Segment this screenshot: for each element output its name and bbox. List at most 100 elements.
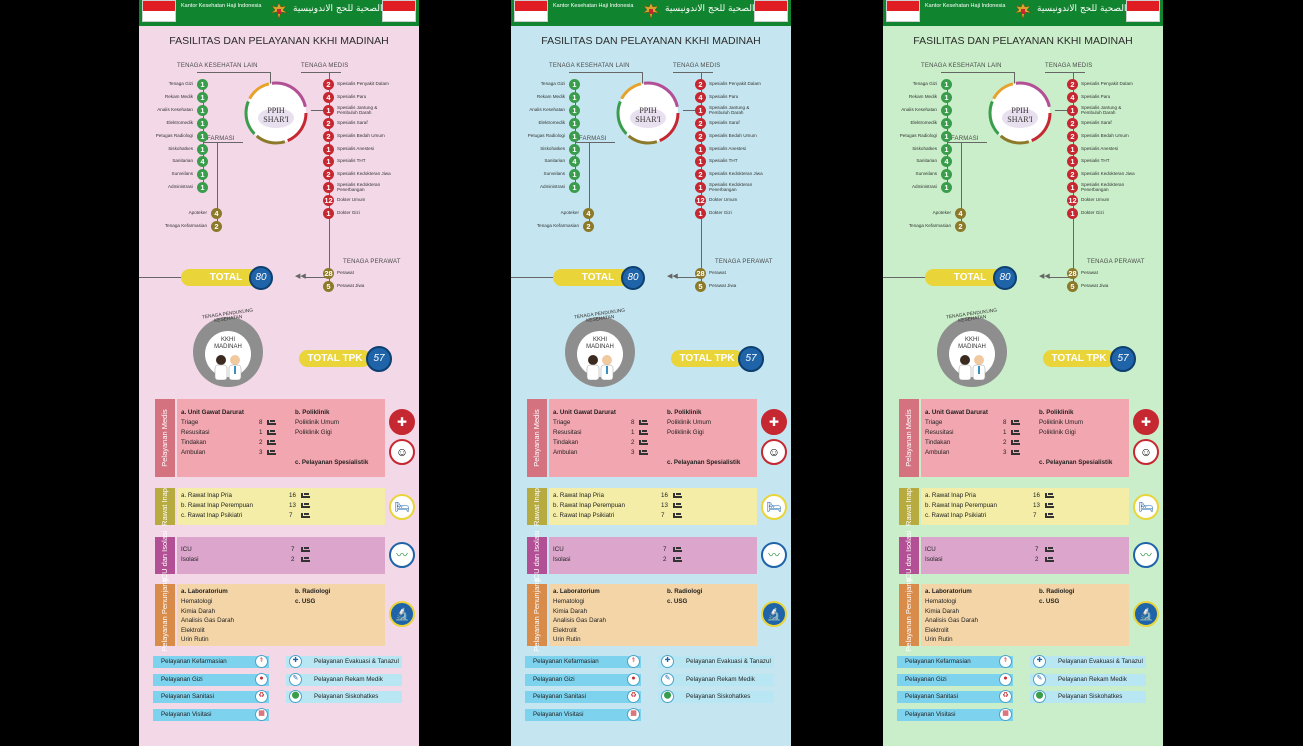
arrow-left-icon: ◀◀ <box>295 273 306 280</box>
service-button[interactable]: Pelayanan Gizi <box>897 673 1013 686</box>
spesialistik-title: c. Pelayanan Spesialistik <box>667 459 741 466</box>
icu-item-label: Isolasi <box>181 556 199 563</box>
staff-row: Apoteker 4 <box>139 208 223 220</box>
service-label: Pelayanan Siskohatkes <box>1058 693 1123 701</box>
first-aid-icon: ✚ <box>389 409 415 435</box>
service-button[interactable]: Pelayanan Siskohatkes <box>286 691 402 704</box>
category-perawat: TENAGA PERAWAT <box>715 259 773 265</box>
poliklinik-title: b. Poliklinik <box>1039 409 1074 416</box>
service-button[interactable]: Pelayanan Evakuasi & Tanazul <box>658 656 774 668</box>
section-icu-body: ICU 7 Isolasi 2 <box>177 537 385 574</box>
staff-count: 1 <box>197 117 208 129</box>
section-penunjang-title: Pelayanan Penunjang <box>904 578 913 652</box>
staff-count: 2 <box>323 117 334 129</box>
lab-item: Urin Rutin <box>925 636 953 644</box>
staff-label: Tenaga Kefarmasian <box>536 223 579 228</box>
staff-label: Spesialis Kedokteran Jiwa <box>337 171 391 177</box>
ugd-title: a. Unit Gawat Darurat <box>925 409 988 416</box>
staff-label: Spesialis Bedah Umum <box>709 132 757 138</box>
section-icu-label: ICU dan Isolasi <box>899 530 919 581</box>
service-button[interactable]: Pelayanan Sanitasi <box>525 691 641 704</box>
staff-count: 2 <box>583 221 594 232</box>
service-button[interactable]: Pelayanan Siskohatkes <box>1030 691 1146 704</box>
service-button[interactable]: Pelayanan Rekam Medik <box>1030 673 1146 686</box>
kkhi-badge <box>193 317 263 387</box>
service-button[interactable]: Pelayanan Gizi <box>525 673 641 686</box>
category-farmasi: FARMASI <box>579 136 607 142</box>
kkhi-line2: MADINAH <box>958 344 986 350</box>
staff-count: 1 <box>323 182 334 194</box>
service-button[interactable]: Pelayanan Evakuasi & Tanazul <box>1030 656 1146 668</box>
category-lain: TENAGA KESEHATAN LAIN <box>921 63 1002 69</box>
section-penunjang-label: Pelayanan Penunjang <box>527 578 547 652</box>
service-button[interactable]: Pelayanan Siskohatkes <box>658 691 774 704</box>
staff-row: 2 Spesialis Kedokteran Jiwa <box>694 169 790 181</box>
service-button[interactable]: Pelayanan Sanitasi <box>153 691 269 704</box>
lab-title: a. Laboratorium <box>181 588 228 595</box>
section-icu-body: ICU 7 Isolasi 2 <box>549 537 757 574</box>
section-icu: ICU dan Isolasi ICU 7 Isolasi 2 〰 <box>155 530 415 581</box>
staff-label: Analis Kesehatan <box>901 106 937 112</box>
medical-record-icon: ✎ <box>1033 672 1046 686</box>
staff-row: 2 Spesialis Penyakit Dalam <box>694 79 790 91</box>
staff-label: Petugas Radiologi <box>527 132 565 138</box>
service-button[interactable]: Pelayanan Visitasi <box>525 709 641 722</box>
section-rawat-label: Rawat Inap <box>155 488 175 525</box>
radiologi-title: b. Radiologi <box>1039 588 1075 595</box>
bed-icon <box>639 450 648 455</box>
kkhi-line2: MADINAH <box>586 344 614 350</box>
staff-count: 1 <box>1067 143 1078 155</box>
staff-row: 1 Spesialis THT <box>694 156 790 168</box>
service-label: Pelayanan Evakuasi & Tanazul <box>1058 658 1143 665</box>
service-button[interactable]: Pelayanan Sanitasi <box>897 691 1013 704</box>
doctor-consult-icon: ☺ <box>1133 439 1159 465</box>
staff-label: Dokter Gizi <box>337 210 360 215</box>
staff-label: Elektromedik <box>166 119 193 125</box>
section-medis: Pelayanan Medis a. Unit Gawat Darurat Tr… <box>527 399 787 477</box>
lab-title: a. Laboratorium <box>553 588 600 595</box>
staff-count: 4 <box>569 156 580 168</box>
staff-row: 2 Spesialis Kedokteran Jiwa <box>322 169 418 181</box>
category-lain: TENAGA KESEHATAN LAIN <box>549 63 630 69</box>
tpk-pill: TOTAL TPK <box>299 350 371 367</box>
tpk-pill: TOTAL TPK <box>1043 350 1115 367</box>
hospital-bed-icon: 🛏 <box>1133 494 1159 520</box>
service-button[interactable]: Pelayanan Kefarmasian <box>525 656 641 668</box>
org-name: Kantor Kesehatan Haji Indonesia <box>925 3 1006 9</box>
service-button[interactable]: Pelayanan Rekam Medik <box>658 673 774 686</box>
staff-label: Apoteker <box>932 210 951 215</box>
service-button[interactable]: Pelayanan Gizi <box>153 673 269 686</box>
calendar-icon: ▦ <box>627 708 640 722</box>
staff-row: Tenaga Gizi 1 <box>139 79 209 91</box>
service-button[interactable]: Pelayanan Rekam Medik <box>286 673 402 686</box>
indonesia-flag-icon <box>754 0 788 22</box>
page-title: FASILITAS DAN PELAYANAN KKHI MADINAH <box>169 35 389 47</box>
staff-row: 12 Dokter Umum <box>1066 195 1162 207</box>
section-icu-label: ICU dan Isolasi <box>527 530 547 581</box>
staff-row: 1 Spesialis Anestesi <box>322 143 418 156</box>
service-button[interactable]: Pelayanan Kefarmasian <box>153 656 269 668</box>
section-medis-label: Pelayanan Medis <box>155 399 175 477</box>
staff-count: 2 <box>695 169 706 181</box>
health-workers-icon <box>958 355 986 380</box>
rawat-item-label: a. Rawat Inap Pria <box>181 492 232 499</box>
service-button[interactable]: Pelayanan Visitasi <box>897 709 1013 722</box>
staff-row: 12 Dokter Umum <box>694 195 790 207</box>
hospital-bed-icon: 🛏 <box>761 494 787 520</box>
staff-label: Petugas Radiologi <box>899 132 937 138</box>
bed-icon <box>267 430 276 435</box>
staff-count: 2 <box>695 79 706 90</box>
service-button[interactable]: Pelayanan Kefarmasian <box>897 656 1013 668</box>
service-button[interactable]: Pelayanan Evakuasi & Tanazul <box>286 656 402 668</box>
staff-count: 1 <box>1067 208 1078 219</box>
bed-icon <box>1011 420 1020 425</box>
rawat-item-count: 7 <box>1033 512 1037 519</box>
staff-count: 1 <box>569 143 580 155</box>
staff-row: Elektromedik 1 <box>883 117 953 130</box>
ugd-item-count: 2 <box>631 439 635 446</box>
service-button[interactable]: Pelayanan Visitasi <box>153 709 269 722</box>
arabic-name: ﺍﻟﻜﺘﺐ ﺍﻟﺼﺤﻴﺔ ﻟﻠﺤﺞ ﺍﻻﻧﺪﻭﻧﻴﺴﻴﺔ <box>1037 4 1152 14</box>
section-medis: Pelayanan Medis a. Unit Gawat Darurat Tr… <box>155 399 415 477</box>
section-icu-title: ICU dan Isolasi <box>904 530 913 581</box>
arrow-left-icon: ◀◀ <box>1039 273 1050 280</box>
